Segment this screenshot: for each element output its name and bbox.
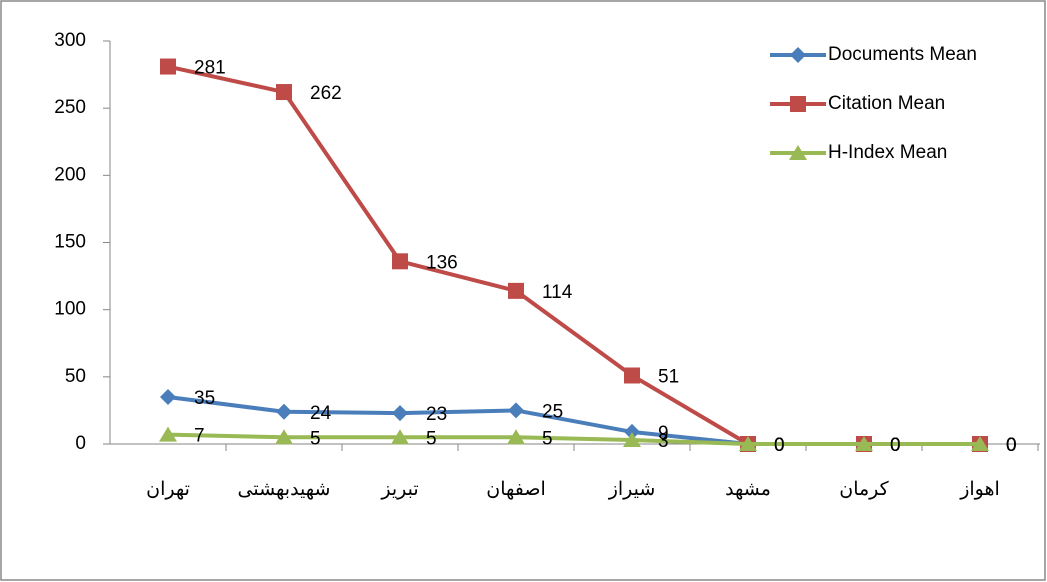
y-tick-label: 250 [54,97,86,118]
y-tick-label: 50 [65,366,86,387]
x-tick-label: تبریز [380,479,418,500]
x-tick-label: تهران [146,479,190,500]
legend-label: Documents Mean [828,44,977,65]
marker [855,436,873,451]
data-label: 7 [194,426,205,447]
marker [160,388,176,405]
marker [624,367,640,384]
x-tick-label: شهیدبهشتی [238,479,331,500]
data-label: 262 [310,83,342,104]
data-label: 0 [1006,435,1017,456]
x-tick-label: شیراز [608,479,656,500]
y-tick-label: 300 [54,30,86,51]
data-label: 114 [542,282,573,303]
data-label: 281 [194,58,226,79]
marker [971,436,989,451]
data-label: 51 [658,367,679,388]
y-tick-label: 0 [75,433,86,454]
marker [739,436,757,451]
legend-label: H-Index Mean [828,142,947,163]
data-label: 0 [890,435,901,456]
marker [790,47,806,63]
data-label: 35 [194,388,215,409]
x-tick-label: مشهد [725,479,771,500]
x-tick-label: کرمان [839,479,889,500]
marker [392,253,408,270]
y-tick-label: 150 [54,232,86,253]
marker [276,403,292,420]
x-tick-label: اصفهان [486,479,546,500]
marker [276,84,292,101]
marker [508,402,524,419]
marker [159,426,177,442]
legend-label: Citation Mean [828,93,945,114]
x-tick-label: اهواز [959,479,1000,500]
data-label: 25 [542,401,563,422]
y-tick-label: 200 [54,164,86,185]
data-label: 9 [658,423,669,444]
marker [508,282,524,299]
data-label: 0 [1006,435,1017,456]
data-label: 5 [426,428,437,449]
y-tick-label: 100 [54,299,86,320]
marker [624,423,640,440]
marker [507,429,525,445]
data-label: 5 [310,428,321,449]
data-label: 5 [542,428,553,449]
marker [275,429,293,445]
data-label: 0 [1006,435,1017,456]
marker [790,96,806,112]
marker [789,145,807,160]
marker [160,58,176,75]
data-label: 23 [426,404,447,425]
data-label: 136 [426,252,458,273]
marker [391,429,409,445]
series-line [167,432,980,446]
marker [623,431,641,447]
data-label: 24 [310,403,332,424]
data-label: 3 [658,431,669,452]
marker [392,405,408,422]
data-label: 0 [774,435,785,456]
